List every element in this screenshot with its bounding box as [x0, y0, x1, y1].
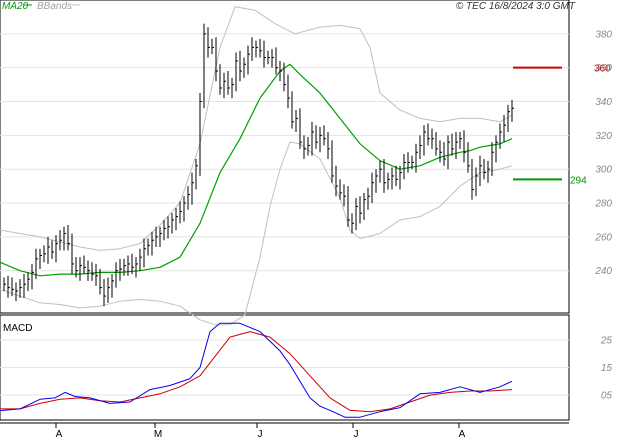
x-tick-label: A	[459, 429, 466, 440]
legend-bbands: BBands	[37, 1, 72, 12]
macd-panel-title: MACD	[3, 323, 32, 334]
price-tick-label: 280	[594, 199, 612, 210]
bbands-series	[0, 6, 513, 326]
price-gridlines	[0, 33, 569, 272]
price-tick-label: 340	[595, 97, 612, 108]
copyright-text: © TEC 16/8/2024 3:0 GMT	[456, 1, 576, 12]
price-tick-label: 320	[595, 131, 612, 142]
price-levels: 360 294	[513, 64, 611, 186]
bbands-lower-line	[0, 141, 513, 326]
y-axis-ticks: 240 260 280 300 320 340 360 380 05 15 25	[594, 29, 612, 401]
legend-ma20: MA20	[2, 1, 29, 12]
macd-tick-label: 15	[601, 363, 613, 374]
macd-series	[0, 322, 513, 418]
macd-tick-label: 05	[601, 391, 613, 402]
macd-signal-line	[0, 331, 513, 413]
x-tick-label: J	[354, 429, 359, 440]
price-tick-label: 260	[594, 232, 612, 243]
price-tick-label: 380	[595, 29, 612, 40]
resistance-level-label: 360	[594, 64, 611, 75]
macd-gridlines	[0, 339, 569, 396]
ma20-line	[0, 63, 513, 277]
macd-line	[0, 322, 513, 418]
support-level-label: 294	[570, 175, 587, 186]
price-series	[3, 23, 514, 307]
price-tick-label: 360	[595, 63, 612, 74]
x-tick-label: A	[56, 429, 63, 440]
x-tick-label: J	[258, 429, 263, 440]
ma20-series	[0, 63, 513, 277]
price-tick-label: 300	[595, 165, 612, 176]
macd-tick-label: 25	[600, 335, 613, 346]
price-tick-label: 240	[594, 266, 612, 277]
bbands-upper-line	[0, 6, 513, 251]
x-tick-label: M	[154, 429, 162, 440]
